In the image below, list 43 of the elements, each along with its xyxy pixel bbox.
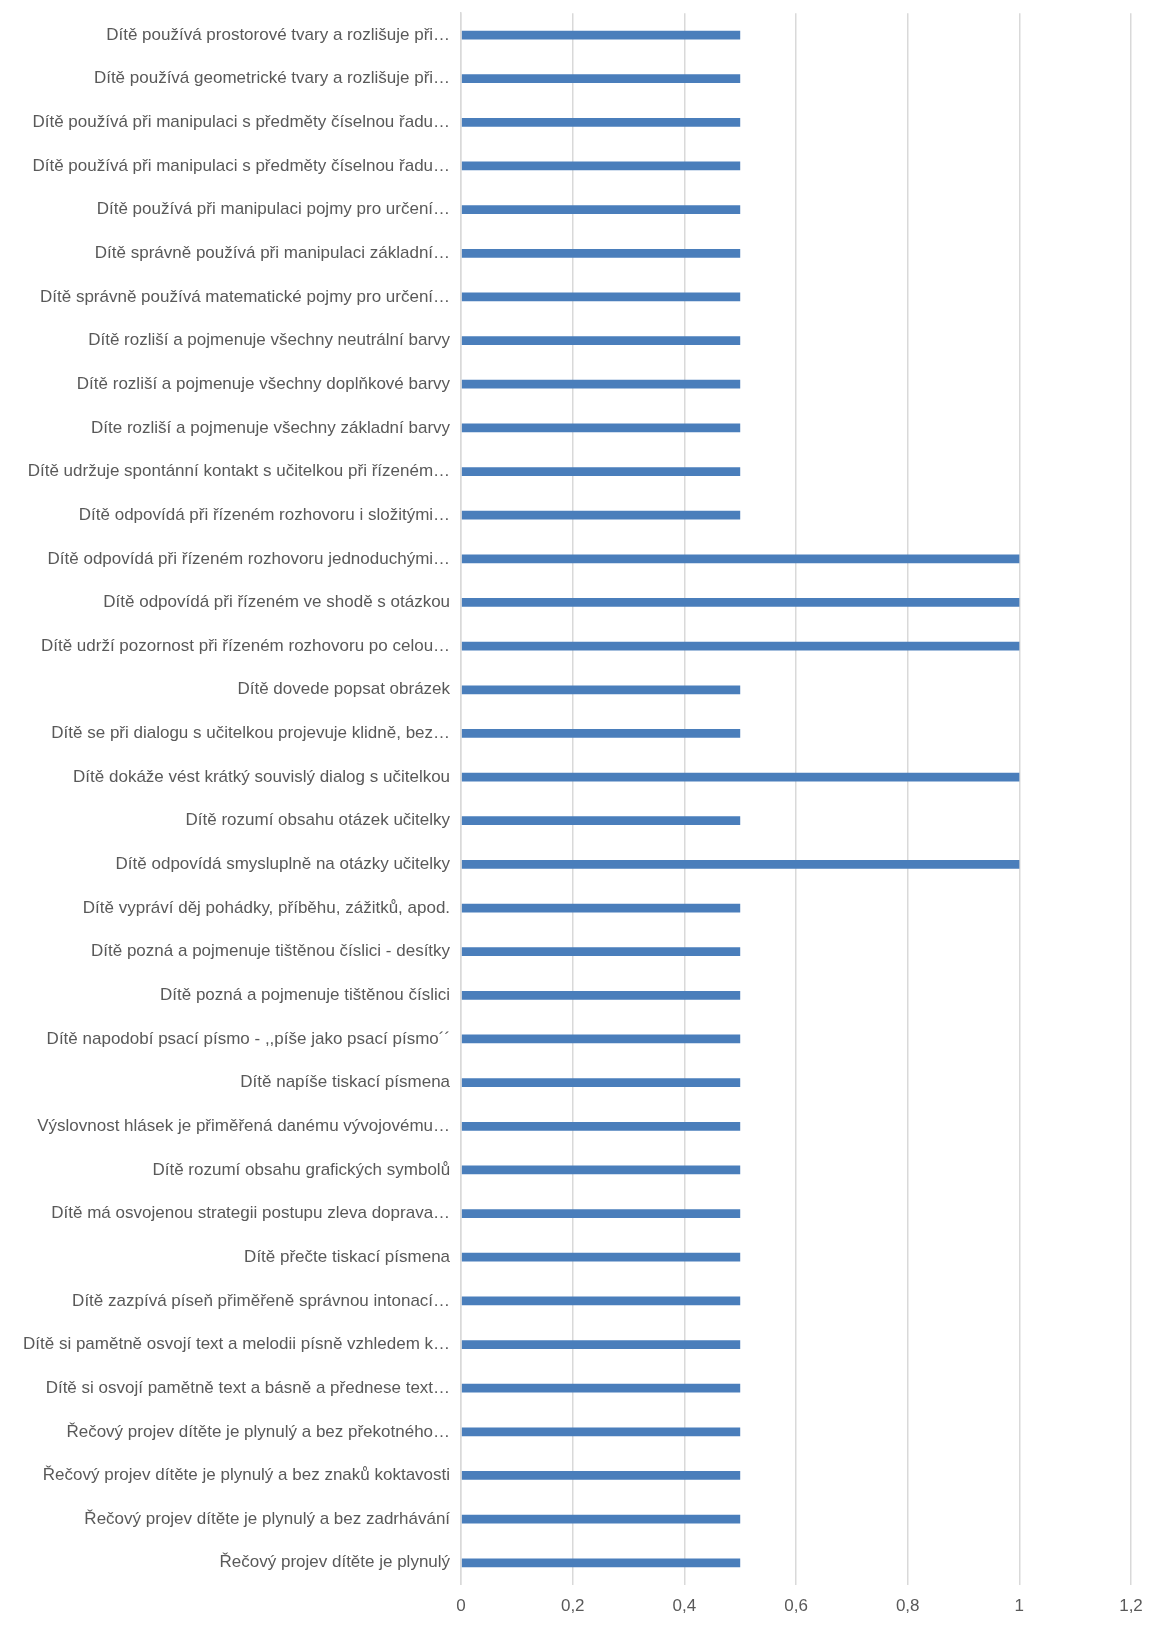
y-tick-label: Dítě správně používá při manipulaci základní… xyxy=(94,242,451,262)
y-tick-label: Řečový projev dítěte je plynulý xyxy=(219,1552,451,1572)
y-tick-label: Dítě dokáže vést krátký souvislý dialog s učitelkou xyxy=(73,766,451,786)
y-tick-label: Dítě vypráví děj pohádky, příběhu, zážitků, apod. xyxy=(82,897,451,917)
x-tick-label: 0,4 xyxy=(672,1596,697,1616)
y-tick-label: Dítě si osvojí pamětně text a básně a přednese text… xyxy=(45,1377,451,1397)
y-tick-label: Dítě správně používá matematické pojmy pro určení… xyxy=(40,286,451,306)
x-tick-label: 1 xyxy=(1014,1596,1025,1616)
x-tick-label: 0,8 xyxy=(895,1596,920,1616)
y-tick-label: Dítě pozná a pojmenuje tištěnou číslici - desítky xyxy=(91,941,451,961)
y-tick-label: Dítě napíše tiskací písmena xyxy=(240,1072,451,1092)
y-tick-label: Dítě zazpívá píseň přiměřeně správnou intonací… xyxy=(72,1290,451,1310)
y-tick-label: Řečový projev dítěte je plynulý a bez překotného… xyxy=(66,1421,451,1441)
y-tick-label: Dítě rozliší a pojmenuje všechny neutrální barvy xyxy=(88,330,451,350)
y-tick-label: Dítě používá při manipulaci s předměty číselnou řadu… xyxy=(32,155,451,175)
y-tick-label: Dítě si pamětně osvojí text a melodii písně vzhledem k… xyxy=(22,1334,451,1354)
y-tick-label: Řečový projev dítěte je plynulý a bez znaků koktavosti xyxy=(42,1465,451,1485)
y-tick-label: Dítě pozná a pojmenuje tištěnou číslici xyxy=(159,985,451,1005)
y-tick-label: Dítě rozumí obsahu grafických symbolů xyxy=(152,1159,451,1179)
y-tick-label: Dítě používá geometrické tvary a rozlišuje při… xyxy=(93,68,451,88)
y-tick-label: Dítě používá při manipulaci s předměty číselnou řadu… xyxy=(32,112,451,132)
y-tick-label: Dítě používá prostorové tvary a rozlišuje při… xyxy=(106,24,451,44)
y-tick-label: Dítě přečte tiskací písmena xyxy=(244,1246,451,1266)
y-tick-label: Dítě udržuje spontánní kontakt s učitelkou při řízeném… xyxy=(27,461,451,481)
y-tick-label: Dítě se při dialogu s učitelkou projevuje klidně, bez… xyxy=(51,723,451,743)
y-tick-label: Díte rozliší a pojmenuje všechny základní barvy xyxy=(91,417,451,437)
y-tick-label: Dítě napodobí psací písmo - ,,píše jako psací písmo´´ xyxy=(46,1028,451,1048)
y-tick-label: Dítě rozumí obsahu otázek učitelky xyxy=(185,810,451,830)
x-tick-label: 0,2 xyxy=(560,1596,585,1616)
x-tick-label: 0,6 xyxy=(784,1596,808,1616)
y-tick-label: Dítě udrží pozornost při řízeném rozhovoru po celou… xyxy=(40,635,451,655)
y-tick-label: Dítě používá při manipulaci pojmy pro určení… xyxy=(96,199,451,219)
y-tick-label: Dítě rozliší a pojmenuje všechny doplňkové barvy xyxy=(76,373,451,393)
y-tick-label: Dítě odpovídá smysluplně na otázky učitelky xyxy=(115,854,451,874)
x-tick-label: 0 xyxy=(456,1596,466,1616)
y-tick-label: Dítě dovede popsat obrázek xyxy=(237,679,451,699)
y-tick-label: Dítě odpovídá při řízeném rozhovoru i složitými… xyxy=(78,504,451,524)
y-tick-label: Dítě odpovídá při řízeném rozhovoru jednoduchými… xyxy=(47,548,451,568)
y-tick-label: Řečový projev dítěte je plynulý a bez zadrhávání xyxy=(84,1508,451,1528)
y-tick-label: Výslovnost hlásek je přiměřená danému vývojovému… xyxy=(37,1115,451,1135)
y-tick-label: Dítě má osvojenou strategii postupu zleva doprava… xyxy=(51,1203,451,1223)
x-tick-label: 1,2 xyxy=(1119,1596,1143,1616)
y-tick-label: Dítě odpovídá při řízeném ve shodě s otázkou xyxy=(103,592,451,612)
